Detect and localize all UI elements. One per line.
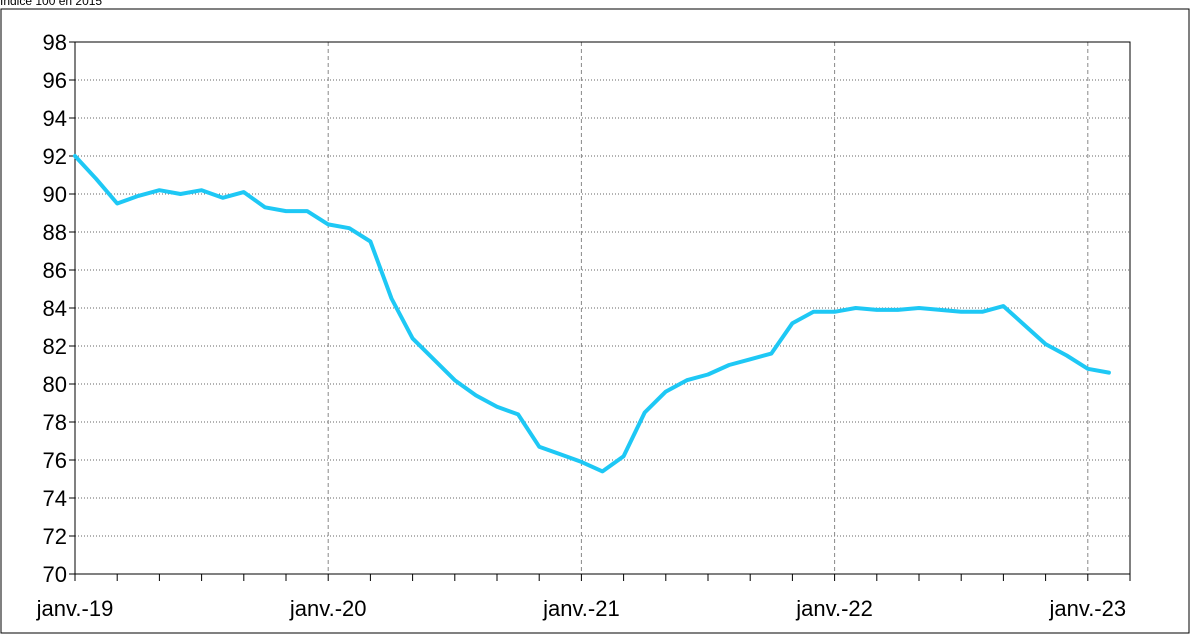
y-tick-label: 96	[43, 68, 67, 93]
data-point	[1001, 304, 1005, 308]
chart-subtitle: Indice 100 en 2015	[0, 0, 102, 8]
data-point	[136, 194, 140, 198]
data-point	[305, 209, 309, 213]
x-tick-labels: janv.-19 janv.-20 janv.-21 janv.-22 janv.-23	[36, 596, 1126, 621]
data-point	[748, 357, 752, 361]
data-point	[833, 310, 837, 314]
data-point	[664, 390, 668, 394]
plot-area	[74, 41, 1131, 575]
x-tick-label: janv.-20	[289, 596, 367, 621]
data-point	[115, 202, 119, 205]
data-point	[601, 469, 604, 473]
data-point	[221, 196, 225, 200]
y-tick-label: 70	[43, 562, 67, 587]
data-point	[432, 357, 436, 361]
data-point	[1023, 323, 1026, 327]
data-point	[347, 226, 351, 230]
grid	[75, 41, 1130, 574]
series	[73, 154, 1111, 474]
data-point	[368, 240, 372, 243]
data-point	[685, 378, 689, 382]
data-point	[326, 222, 330, 226]
y-tick-label: 72	[43, 524, 67, 549]
data-point	[980, 310, 984, 314]
data-point	[537, 445, 541, 449]
data-point	[622, 454, 626, 458]
data-point	[812, 310, 815, 314]
data-point	[1065, 354, 1069, 357]
data-point	[284, 209, 288, 213]
data-point	[157, 188, 161, 192]
data-point	[790, 321, 794, 325]
data-point	[516, 412, 520, 416]
data-point	[706, 373, 710, 376]
y-tick-label: 80	[43, 372, 67, 397]
y-tick-label: 94	[43, 106, 67, 131]
data-point	[474, 393, 478, 397]
data-point	[875, 308, 879, 312]
y-tick-label: 92	[43, 144, 67, 169]
data-point	[579, 460, 583, 464]
data-point	[263, 205, 267, 209]
y-tick-label: 82	[43, 334, 67, 359]
data-point	[854, 306, 858, 310]
chart-frame	[0, 8, 1190, 634]
x-tick-label: janv.-22	[795, 596, 873, 621]
data-point	[727, 363, 731, 367]
data-point	[1044, 342, 1048, 346]
data-point	[917, 306, 921, 310]
data-point	[390, 297, 393, 300]
y-tick-label: 86	[43, 258, 67, 283]
data-point	[959, 310, 963, 314]
data-point	[94, 177, 98, 181]
y-tick-labels: 70 72 74 76 78 80 82 84 86 88 90 92 94 96 98	[43, 30, 67, 587]
data-point	[200, 188, 204, 192]
y-tick-label: 76	[43, 448, 67, 473]
data-point	[453, 378, 457, 382]
data-point	[769, 352, 773, 356]
data-point	[896, 308, 900, 312]
data-point	[242, 190, 246, 194]
data-point	[558, 452, 562, 456]
data-point	[643, 411, 647, 414]
y-tick-label: 90	[43, 182, 67, 207]
data-point	[938, 308, 942, 312]
data-point	[73, 154, 77, 158]
y-tick-label: 78	[43, 410, 67, 435]
y-tick-label: 88	[43, 220, 67, 245]
data-point	[1086, 367, 1090, 371]
x-tick-label: janv.-23	[1048, 596, 1126, 621]
x-tick-label: janv.-19	[36, 596, 114, 621]
data-point	[411, 336, 415, 340]
series-line	[73, 154, 1111, 474]
data-point	[179, 192, 182, 196]
x-tick-label: janv.-21	[542, 596, 620, 621]
data-point	[1107, 371, 1111, 375]
y-tick-label: 74	[43, 486, 67, 511]
y-tick-label: 98	[43, 30, 67, 55]
y-tick-label: 84	[43, 296, 67, 321]
data-point	[495, 405, 499, 409]
axes	[69, 41, 1131, 581]
